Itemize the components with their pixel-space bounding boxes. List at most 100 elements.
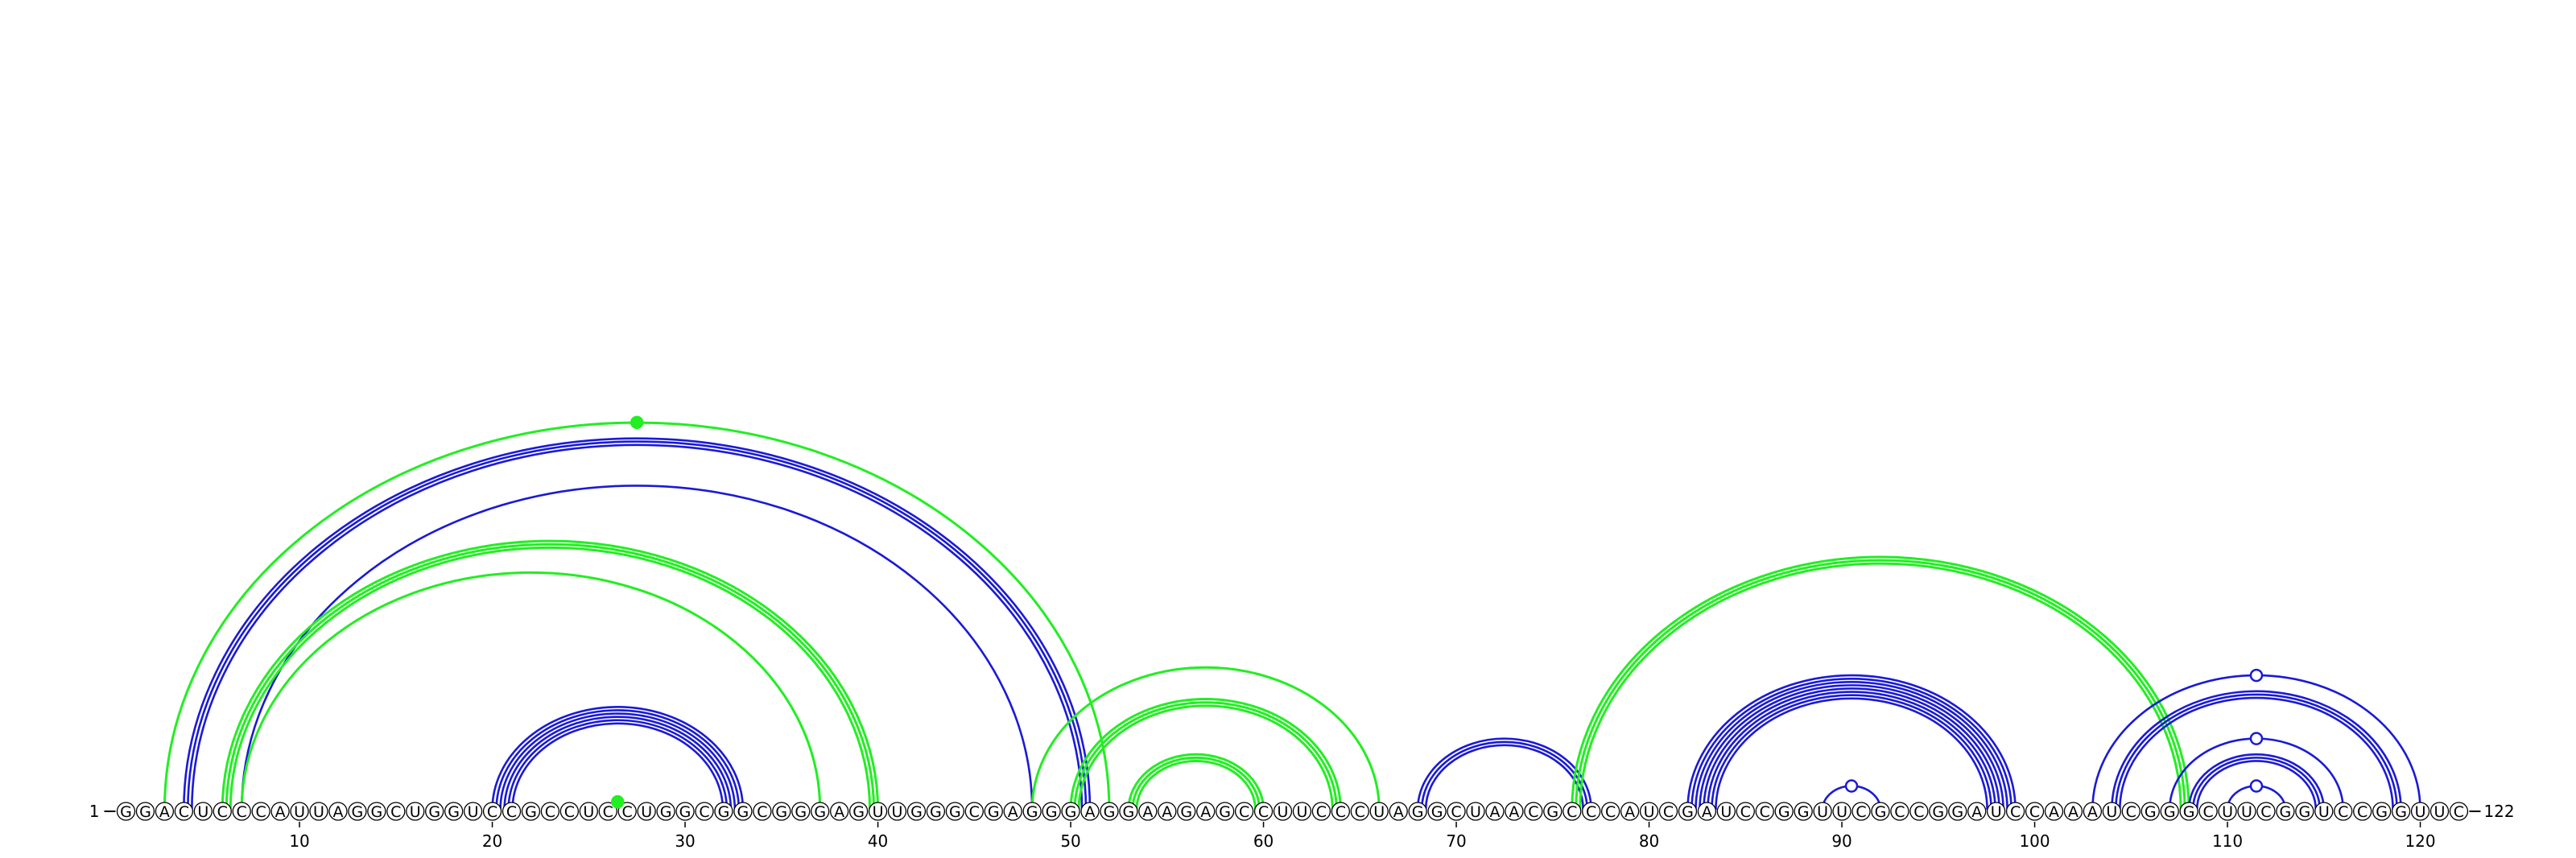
nucleotide: C: [695, 802, 714, 821]
nucleotide-letter: C: [1316, 803, 1327, 821]
nucleotide-circle: [1543, 802, 1563, 821]
nucleotide: U: [1369, 802, 1389, 821]
nucleotide-circle: [1138, 802, 1158, 821]
nucleotide-letter: A: [2087, 803, 2098, 821]
nucleotide: A: [1967, 802, 1987, 821]
nucleotide: U: [1832, 802, 1852, 821]
nucleotide: A: [830, 802, 849, 821]
nucleotide-circle: [1292, 802, 1312, 821]
helix-18-arc-3: [2195, 760, 2318, 811]
nucleotide-circle: [2372, 802, 2392, 821]
helix-17-marker: [2249, 732, 2264, 745]
nucleotide: A: [1620, 802, 1640, 821]
nucleotide-letter: C: [1258, 803, 1269, 821]
nucleotide-letter: G: [2280, 803, 2292, 821]
nucleotide-circle: [964, 802, 984, 821]
nucleotide-circle: [251, 802, 270, 821]
nucleotide-letter: A: [332, 803, 343, 821]
tick-label: 100: [2019, 831, 2050, 851]
nucleotide-letter: G: [1682, 803, 1694, 821]
nucleotide-letter: G: [1412, 803, 1424, 821]
nucleotide: C: [1890, 802, 1909, 821]
nucleotide: G: [2140, 802, 2160, 821]
nucleotide-letter: G: [370, 803, 382, 821]
helix-6-arc-2: [495, 709, 741, 811]
nucleotide-circle: [695, 802, 714, 821]
nucleotide: A: [1505, 802, 1524, 821]
nucleotide: A: [1080, 802, 1100, 821]
nucleotide-circle: [1196, 802, 1216, 821]
nucleotide-letter: G: [2298, 803, 2310, 821]
nucleotide-circle: [887, 802, 907, 821]
nucleotide-circle: [753, 802, 772, 821]
nucleotide: G: [1948, 802, 1967, 821]
nucleotide-letter: G: [1875, 803, 1887, 821]
nucleotide-letter: U: [1470, 803, 1481, 821]
tick-label: 60: [1253, 831, 1274, 851]
nucleotide-letter: G: [679, 803, 691, 821]
nucleotide-letter: C: [2357, 803, 2368, 821]
nucleotide-circle: [1485, 802, 1505, 821]
nucleotide: C: [502, 802, 522, 821]
nucleotide-letter: G: [795, 803, 807, 821]
nucleotide-letter: C: [2454, 803, 2464, 821]
nucleotide-circle: [1716, 802, 1736, 821]
nucleotide-letter: C: [1335, 803, 1346, 821]
nucleotide: C: [1350, 802, 1369, 821]
nucleotide: G: [2276, 802, 2295, 821]
start-label: 1: [89, 802, 100, 821]
nucleotide: G: [1678, 802, 1698, 821]
nucleotide-letter: U: [1836, 803, 1847, 821]
nucleotide-circle: [1755, 802, 1774, 821]
nucleotide-circle: [579, 802, 598, 821]
nucleotide: C: [1852, 802, 1871, 821]
nucleotide: G: [1100, 802, 1119, 821]
nucleotide-letter: G: [2376, 803, 2388, 821]
nucleotide: U: [887, 802, 907, 821]
nucleotide-letter: G: [1219, 803, 1231, 821]
nucleotide-letter: G: [1778, 803, 1790, 821]
nucleotide-letter: A: [2049, 803, 2059, 821]
nucleotide-letter: C: [487, 803, 497, 821]
nucleotide-circle: [637, 802, 656, 821]
nucleotide: C: [1736, 802, 1755, 821]
nucleotide-letter: U: [197, 803, 208, 821]
helix-6-arc-5: [507, 719, 729, 811]
nucleotide-circle: [1524, 802, 1543, 821]
nucleotide-letter: G: [525, 803, 537, 821]
nucleotide: C: [1658, 802, 1678, 821]
nucleotide-circle: [232, 802, 251, 821]
nucleotide: A: [1003, 802, 1022, 821]
nucleotide-circle: [502, 802, 522, 821]
helix-1-arc-1: [163, 421, 1111, 811]
nucleotide-letter: G: [139, 803, 151, 821]
nucleotide: U: [193, 802, 213, 821]
nucleotide: G: [848, 802, 869, 821]
nucleotide-circle: [1447, 802, 1466, 821]
nucleotide: U: [309, 802, 328, 821]
nucleotide-circle: [1658, 802, 1678, 821]
nucleotide: C: [1524, 802, 1543, 821]
nucleotide-letter: A: [1008, 803, 1018, 821]
tick-marks: 10 20 30 40 50 60 70 80 90 100 110 120: [289, 822, 2436, 851]
nucleotide: G: [521, 802, 541, 821]
nucleotide: C: [1331, 802, 1350, 821]
nucleotide: G: [714, 802, 733, 821]
tick-label: 30: [675, 831, 695, 851]
nucleotide-circle: [1408, 802, 1427, 821]
helix-6-arc-3: [499, 712, 737, 811]
nucleotide-letter: C: [2010, 803, 2021, 821]
nucleotide: G: [425, 802, 444, 821]
nucleotide-letter: U: [2222, 803, 2233, 821]
nucleotide: G: [444, 802, 464, 821]
helix-6-arc-4: [503, 716, 733, 811]
nucleotide: G: [1774, 802, 1794, 821]
nucleotide: G: [945, 802, 964, 821]
helix-6-arc-6: [511, 722, 724, 811]
helix-16-arc-2: [2115, 693, 2398, 811]
nucleotide-circle: [1234, 802, 1254, 821]
nucleotide-letter: G: [852, 803, 865, 821]
nucleotide-circle: [2179, 802, 2198, 821]
nucleotide-letter: A: [1509, 803, 1519, 821]
nucleotide: U: [1639, 802, 1659, 821]
